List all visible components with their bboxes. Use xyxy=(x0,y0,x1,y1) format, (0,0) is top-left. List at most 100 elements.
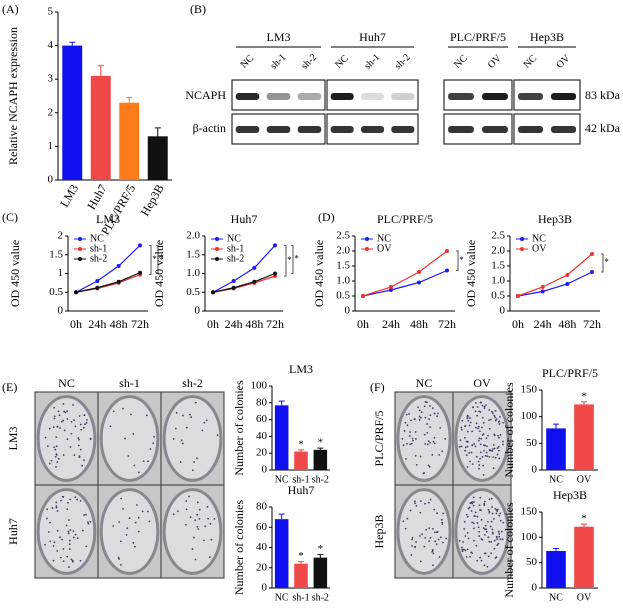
colony xyxy=(491,512,494,515)
colony xyxy=(87,521,89,524)
line xyxy=(212,244,276,293)
colony xyxy=(462,541,464,543)
point xyxy=(445,249,449,253)
colony xyxy=(409,443,411,446)
colony xyxy=(481,404,484,407)
colony xyxy=(472,406,474,409)
colony xyxy=(469,421,472,424)
colony xyxy=(499,519,502,522)
colony xyxy=(72,536,75,539)
colony xyxy=(193,461,195,463)
colony xyxy=(479,457,481,460)
colony xyxy=(468,506,471,509)
chart-title: PLC/PRF/5 xyxy=(542,366,598,380)
colony xyxy=(109,425,112,428)
y-tick-label: 20 xyxy=(256,561,268,573)
colony xyxy=(205,419,208,422)
band xyxy=(330,126,354,133)
y-tick-label: 0 xyxy=(500,305,506,317)
y-tick-label: 0.5 xyxy=(491,290,505,302)
colony xyxy=(429,405,431,407)
colony xyxy=(68,548,71,550)
colony xyxy=(495,418,498,420)
colony xyxy=(54,455,57,458)
colony xyxy=(466,531,469,534)
blot-group: Hep3B xyxy=(530,30,564,44)
legend-marker xyxy=(365,237,369,241)
colony xyxy=(445,537,447,540)
y-tick-label: 80 xyxy=(256,396,268,408)
colony xyxy=(125,533,128,536)
colony xyxy=(423,545,426,548)
legend-marker xyxy=(215,257,219,261)
lane-label: OV xyxy=(486,52,505,71)
colony xyxy=(482,473,485,476)
dish xyxy=(396,395,452,482)
legend-label: NC xyxy=(377,233,391,244)
colony xyxy=(501,538,504,541)
colony xyxy=(415,541,417,543)
colony xyxy=(174,427,177,430)
colony xyxy=(469,460,471,463)
y-tick-label: 0.5 xyxy=(186,286,200,298)
colony xyxy=(49,540,52,543)
colony xyxy=(422,472,425,475)
colony xyxy=(481,417,484,419)
colony xyxy=(419,560,422,563)
colony xyxy=(122,407,124,410)
colony xyxy=(483,405,486,408)
chart-title: LM3 xyxy=(289,362,313,376)
y-tick-label: 3 xyxy=(48,73,54,85)
colony xyxy=(78,415,81,417)
error-bar xyxy=(154,127,161,137)
colony xyxy=(189,413,191,416)
colony xyxy=(441,521,444,524)
colony xyxy=(432,440,435,443)
colony xyxy=(414,431,417,433)
point xyxy=(389,285,393,289)
y-tick-label: 5 xyxy=(48,6,54,18)
colony xyxy=(81,464,84,467)
colony xyxy=(476,515,479,518)
colony xyxy=(488,540,491,543)
colony xyxy=(489,449,491,452)
colony xyxy=(210,538,213,541)
colony xyxy=(79,423,82,426)
y-tick-label: 40 xyxy=(256,541,268,553)
colony xyxy=(55,501,58,504)
colony xyxy=(50,459,53,462)
lane-label: sh-2 xyxy=(299,52,319,72)
colony xyxy=(458,539,461,542)
colony xyxy=(406,442,408,445)
legend-label: sh-1 xyxy=(227,243,244,254)
line xyxy=(75,272,141,293)
colony xyxy=(68,539,71,542)
colony xyxy=(148,520,151,523)
colony xyxy=(419,511,422,514)
significance: * xyxy=(298,438,304,450)
colony xyxy=(85,513,87,516)
colony xyxy=(81,529,84,532)
colony xyxy=(477,427,479,430)
colony xyxy=(463,520,466,523)
colony xyxy=(127,455,130,457)
colony xyxy=(70,420,73,423)
colony xyxy=(502,443,504,446)
y-tick-label: 1.5 xyxy=(491,260,505,272)
colony xyxy=(497,445,500,448)
colony xyxy=(442,541,444,544)
colony xyxy=(467,419,470,422)
colony xyxy=(485,528,488,531)
colony xyxy=(420,500,422,503)
colony xyxy=(76,498,79,501)
colony xyxy=(418,415,421,418)
colony xyxy=(71,559,74,562)
colony xyxy=(411,538,414,541)
significance: * xyxy=(318,543,324,555)
point xyxy=(138,270,142,275)
colony xyxy=(465,513,468,516)
bracket xyxy=(149,244,152,276)
colony xyxy=(496,510,499,513)
y-tick-label: 2.5 xyxy=(336,230,350,242)
colony xyxy=(60,420,63,423)
